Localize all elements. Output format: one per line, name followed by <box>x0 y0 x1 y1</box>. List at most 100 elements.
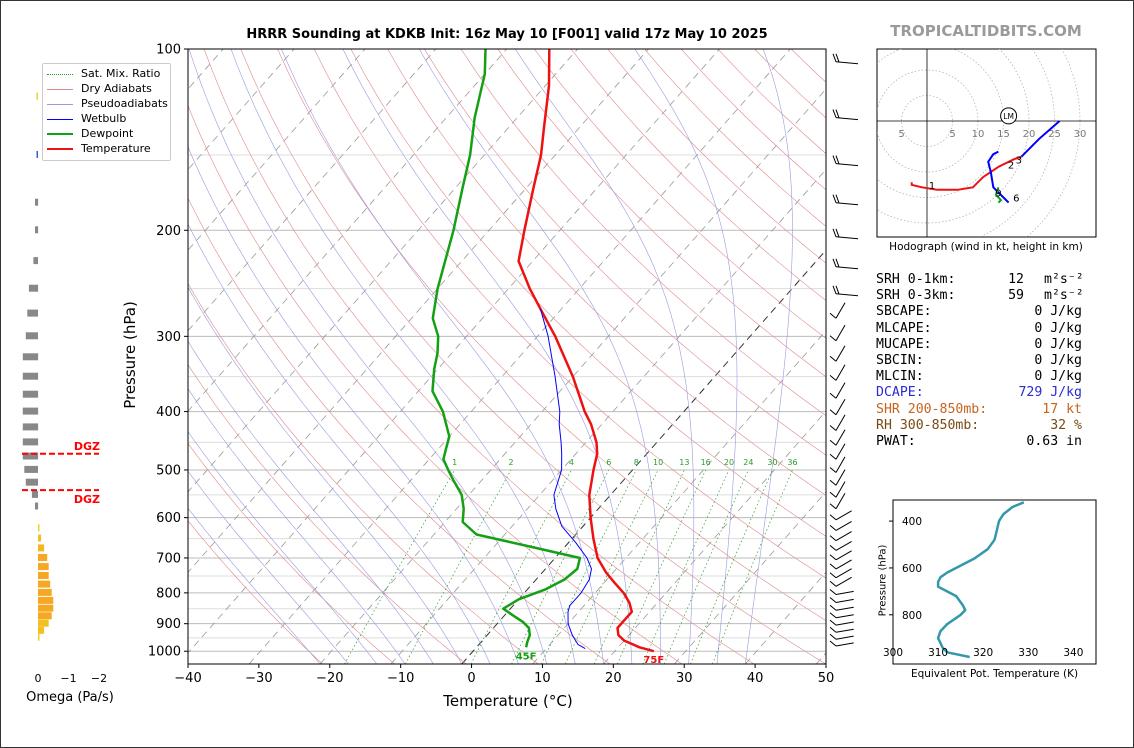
omega-bar <box>38 563 49 571</box>
wind-barb-flag <box>832 109 837 118</box>
wind-barb-flag <box>829 626 837 633</box>
omega-bar <box>38 544 45 552</box>
stat-value: 59 <box>1008 288 1024 304</box>
theta-e-inner <box>936 501 1025 659</box>
wind-barb-shaft <box>835 266 859 270</box>
wind-barb <box>829 520 852 531</box>
stat-row-mlcape: MLCAPE: 0 J/kg <box>876 321 1116 337</box>
wind-barb-shaft <box>835 293 859 297</box>
omega-axis-label: Omega (Pa/s) <box>26 690 114 705</box>
wind-barb-shaft <box>835 382 846 399</box>
stat-value: 0 J/kg <box>1034 320 1082 336</box>
wind-barb-flag <box>835 194 840 204</box>
moist-adiabat-line <box>188 146 519 664</box>
wind-barb <box>829 456 846 473</box>
wind-barb-flag <box>829 491 837 498</box>
wind-barb-flag <box>829 355 837 362</box>
lm-marker-label: LM <box>1003 112 1014 121</box>
wind-barb-flag <box>829 597 837 603</box>
omega-bar <box>38 554 48 561</box>
mixing-ratio-label: 16 <box>701 458 711 467</box>
omega-bar <box>22 423 39 431</box>
y-tick-label: 600 <box>156 511 181 526</box>
wind-barb-shaft <box>835 642 854 647</box>
wind-barb-flag <box>829 375 837 381</box>
wind-barb-shaft <box>835 590 854 595</box>
mixing-ratio-label: 6 <box>606 458 611 467</box>
dgz-label: DGZ <box>74 493 100 506</box>
stat-label: SHR 200-850mb: <box>876 401 988 417</box>
mixing-ratio-label: 30 <box>767 458 777 467</box>
mixing-ratio-line <box>470 469 572 664</box>
omega-bar <box>35 226 39 234</box>
moist-adiabat-line <box>188 223 491 664</box>
sounding-stats: SRH 0-1km: 12 m²s⁻² SRH 0-3km: 59 m²s⁻² SBCA… <box>876 272 1116 450</box>
stat-label: SRH 0-3km: <box>876 288 956 304</box>
theta-e-x-tick-label: 330 <box>1018 647 1038 659</box>
wind-barb-flag <box>829 453 837 460</box>
wind-barb <box>832 53 859 65</box>
wind-barb-flag <box>829 545 837 551</box>
dry-adiabat-line <box>350 49 826 537</box>
hodograph-ring-label: 10 <box>972 129 985 140</box>
mixing-ratio-line <box>593 469 685 664</box>
theta-e-panel: 400 600 800 300 310 320 330 340 <box>883 499 1097 665</box>
dry-adiabat-line <box>570 49 826 301</box>
hodograph-ring-label: 25 <box>1048 129 1061 140</box>
stat-value: 0 J/kg <box>1034 336 1082 352</box>
wind-barb-shaft <box>835 236 859 240</box>
mixing-ratio-label: 36 <box>787 458 797 467</box>
legend-item: Temperature <box>47 142 151 156</box>
mixing-ratio-line <box>642 469 730 664</box>
stat-label: SRH 0-1km: <box>876 272 956 287</box>
omega-bar <box>38 604 54 612</box>
wind-barb <box>829 550 852 561</box>
x-tick-label: −30 <box>245 671 272 686</box>
moist-adiabat-line <box>188 286 463 664</box>
wind-barb-flag <box>832 155 837 164</box>
watermark: TROPICALTIDBITS.COM <box>890 22 1082 40</box>
wind-barb-shaft <box>835 469 846 486</box>
theta-e-line <box>936 501 1025 659</box>
wind-barb-shaft <box>835 163 859 167</box>
legend: Sat. Mix. Ratio Dry Adiabats Pseudoadiab… <box>42 63 171 161</box>
wind-barb <box>829 492 846 510</box>
omega-bar <box>22 390 39 398</box>
wind-barb-shaft <box>835 614 854 619</box>
legend-item: Sat. Mix. Ratio <box>47 67 160 81</box>
omega-bar <box>24 465 38 473</box>
legend-swatch-dewpoint <box>47 133 73 135</box>
moist-adiabat-line <box>514 49 695 664</box>
stat-row-sbcin: SBCIN: 0 J/kg <box>876 353 1116 369</box>
isotherm-line <box>390 168 826 664</box>
omega-bar <box>31 490 38 498</box>
moist-adiabat-line <box>188 470 349 664</box>
omega-bar <box>38 572 49 579</box>
wind-barb-flag <box>835 155 840 165</box>
wind-barb-shaft <box>835 443 846 460</box>
stat-label: MUCAPE: <box>876 336 932 352</box>
stat-value: 0 J/kg <box>1034 369 1082 385</box>
wind-barb-flag <box>829 467 837 473</box>
omega-bar <box>25 478 38 486</box>
mixing-ratio-label: 20 <box>724 458 734 467</box>
hodograph-trace <box>910 155 1022 191</box>
wind-barb-shaft <box>835 531 852 542</box>
isotherm-line <box>532 330 826 664</box>
hodograph-ring-label: 5 <box>898 129 904 140</box>
stat-label: SBCIN: <box>876 352 924 368</box>
surface-temperature-label: 75F <box>643 655 664 666</box>
stat-row-mlcin: MLCIN: 0 J/kg <box>876 369 1116 385</box>
wind-barb-shaft <box>835 510 852 521</box>
wind-barb-flag <box>832 53 837 62</box>
omega-bar <box>22 372 39 380</box>
chart-title: HRRR Sounding at KDKB Init: 16z May 10 [… <box>246 27 768 42</box>
surface-dewpoint-label: 45F <box>516 651 537 662</box>
hodograph-height-label: 1 <box>929 181 935 192</box>
wind-barb-shaft <box>835 635 854 640</box>
omega-tick-label: 0 <box>35 672 42 685</box>
hodograph-ring-label: 5 <box>949 129 955 140</box>
legend-label: Pseudoadiabats <box>81 97 168 110</box>
